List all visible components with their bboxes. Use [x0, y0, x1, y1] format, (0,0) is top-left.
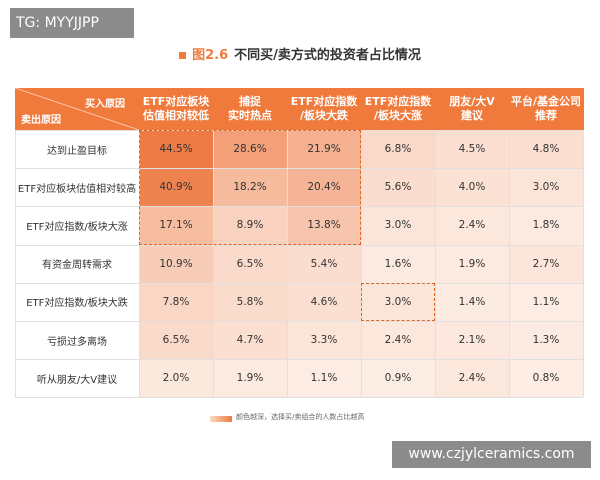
column-gridline	[213, 130, 214, 398]
legend-text: 颜色越深，选择买/卖组合的人数占比越高	[236, 413, 365, 421]
heatmap-cell-1-4: 4.0%	[435, 168, 509, 207]
heatmap-cell-2-4: 2.4%	[435, 206, 509, 245]
heatmap-cell-0-0: 44.5%	[139, 130, 213, 169]
heatmap-cell-2-5: 1.8%	[509, 206, 583, 245]
heatmap-cell-5-1: 4.7%	[213, 321, 287, 360]
heatmap-cell-6-1: 1.9%	[213, 359, 287, 398]
heatmap-cell-4-0: 7.8%	[139, 282, 213, 321]
heatmap-cell-1-3: 5.6%	[361, 168, 435, 207]
heatmap-cell-3-1: 6.5%	[213, 244, 287, 283]
column-gridline	[361, 130, 362, 398]
heatmap-cell-6-3: 0.9%	[361, 359, 435, 398]
corner-buy-label: 买入原因	[85, 99, 125, 110]
column-gridline	[435, 130, 436, 398]
heatmap-cell-5-2: 3.3%	[287, 321, 361, 360]
heatmap-cell-6-0: 2.0%	[139, 359, 213, 398]
heatmap-cell-0-4: 4.5%	[435, 130, 509, 169]
heatmap-cell-0-3: 6.8%	[361, 130, 435, 169]
heatmap-cell-4-2: 4.6%	[287, 282, 361, 321]
heatmap-cell-2-0: 17.1%	[139, 206, 213, 245]
column-header-4: 朋友/大V 建议	[449, 95, 495, 122]
column-gridline	[583, 130, 584, 398]
heatmap-cell-2-1: 8.9%	[213, 206, 287, 245]
legend-gradient	[210, 416, 232, 422]
heatmap-cell-2-2: 13.8%	[287, 206, 361, 245]
column-header-5: 平台/基金公司 推荐	[510, 95, 582, 122]
row-label-0: 达到止盈目标	[15, 130, 139, 169]
row-label-1: ETF对应板块估值相对较高	[15, 168, 139, 207]
heatmap-cell-0-5: 4.8%	[509, 130, 583, 169]
column-header-3: ETF对应指数 /板块大涨	[364, 95, 432, 122]
column-header-1: 捕捉 实时热点	[228, 95, 272, 122]
row-gridline	[15, 397, 583, 399]
figure-number: 图2.6	[192, 48, 229, 63]
watermark-tag: TG: MYYJJPP	[10, 8, 134, 38]
heatmap-cell-1-5: 3.0%	[509, 168, 583, 207]
heatmap-cell-0-1: 28.6%	[213, 130, 287, 169]
corner-diagonal	[15, 88, 139, 130]
heatmap-cell-4-4: 1.4%	[435, 282, 509, 321]
heatmap-table: 买入原因 卖出原因 ETF对应板块 估值相对较低 捕捉 实时热点 ETF对应指数 /…	[15, 88, 584, 399]
heatmap-cell-5-5: 1.3%	[509, 321, 583, 360]
row-gridline	[15, 206, 583, 208]
row-gridline	[15, 244, 583, 246]
figure-title-text: 不同买/卖方式的投资者占比情况	[234, 48, 421, 63]
column-gridline	[139, 130, 140, 398]
figure-title: 图2.6 不同买/卖方式的投资者占比情况	[0, 44, 600, 63]
row-gridline	[15, 321, 583, 322]
heatmap-cell-4-5: 1.1%	[509, 282, 583, 321]
row-label-2: ETF对应指数/板块大涨	[15, 206, 139, 245]
heatmap-cell-6-2: 1.1%	[287, 359, 361, 398]
title-bullet-icon	[179, 52, 187, 59]
table-header	[15, 88, 584, 130]
column-header-2: ETF对应指数 /板块大跌	[290, 95, 358, 122]
heatmap-cell-3-0: 10.9%	[139, 244, 213, 283]
row-gridline	[15, 168, 583, 170]
row-label-6: 听从朋友/大V建议	[15, 359, 139, 398]
heatmap-cell-2-3: 3.0%	[361, 206, 435, 245]
heatmap-cell-1-1: 18.2%	[213, 168, 287, 207]
heatmap-cell-3-3: 1.6%	[361, 244, 435, 283]
heatmap-cell-3-4: 1.9%	[435, 244, 509, 283]
row-gridline	[15, 282, 583, 284]
heatmap-cell-5-4: 2.1%	[435, 321, 509, 360]
column-gridline	[15, 130, 16, 398]
row-label-3: 有资金周转需求	[15, 244, 139, 283]
column-header-0: ETF对应板块 估值相对较低	[142, 95, 210, 122]
row-gridline	[15, 359, 583, 361]
row-label-4: ETF对应指数/板块大跌	[15, 282, 139, 321]
heatmap-cell-5-3: 2.4%	[361, 321, 435, 360]
column-gridline	[509, 130, 510, 398]
heatmap-cell-1-2: 20.4%	[287, 168, 361, 207]
row-label-5: 亏损过多离场	[15, 321, 139, 360]
heatmap-cell-1-0: 40.9%	[139, 168, 213, 207]
heatmap-cell-6-5: 0.8%	[509, 359, 583, 398]
heatmap-cell-3-5: 2.7%	[509, 244, 583, 283]
watermark-url: www.czjylceramics.com	[392, 441, 591, 468]
heatmap-cell-0-2: 21.9%	[287, 130, 361, 169]
heatmap-cell-3-2: 5.4%	[287, 244, 361, 283]
heatmap-cell-5-0: 6.5%	[139, 321, 213, 360]
corner-sell-label: 卖出原因	[21, 115, 61, 126]
heatmap-cell-6-4: 2.4%	[435, 359, 509, 398]
column-gridline	[287, 130, 288, 398]
row-gridline	[15, 130, 583, 131]
heatmap-cell-4-3: 3.0%	[361, 282, 435, 321]
heatmap-cell-4-1: 5.8%	[213, 282, 287, 321]
